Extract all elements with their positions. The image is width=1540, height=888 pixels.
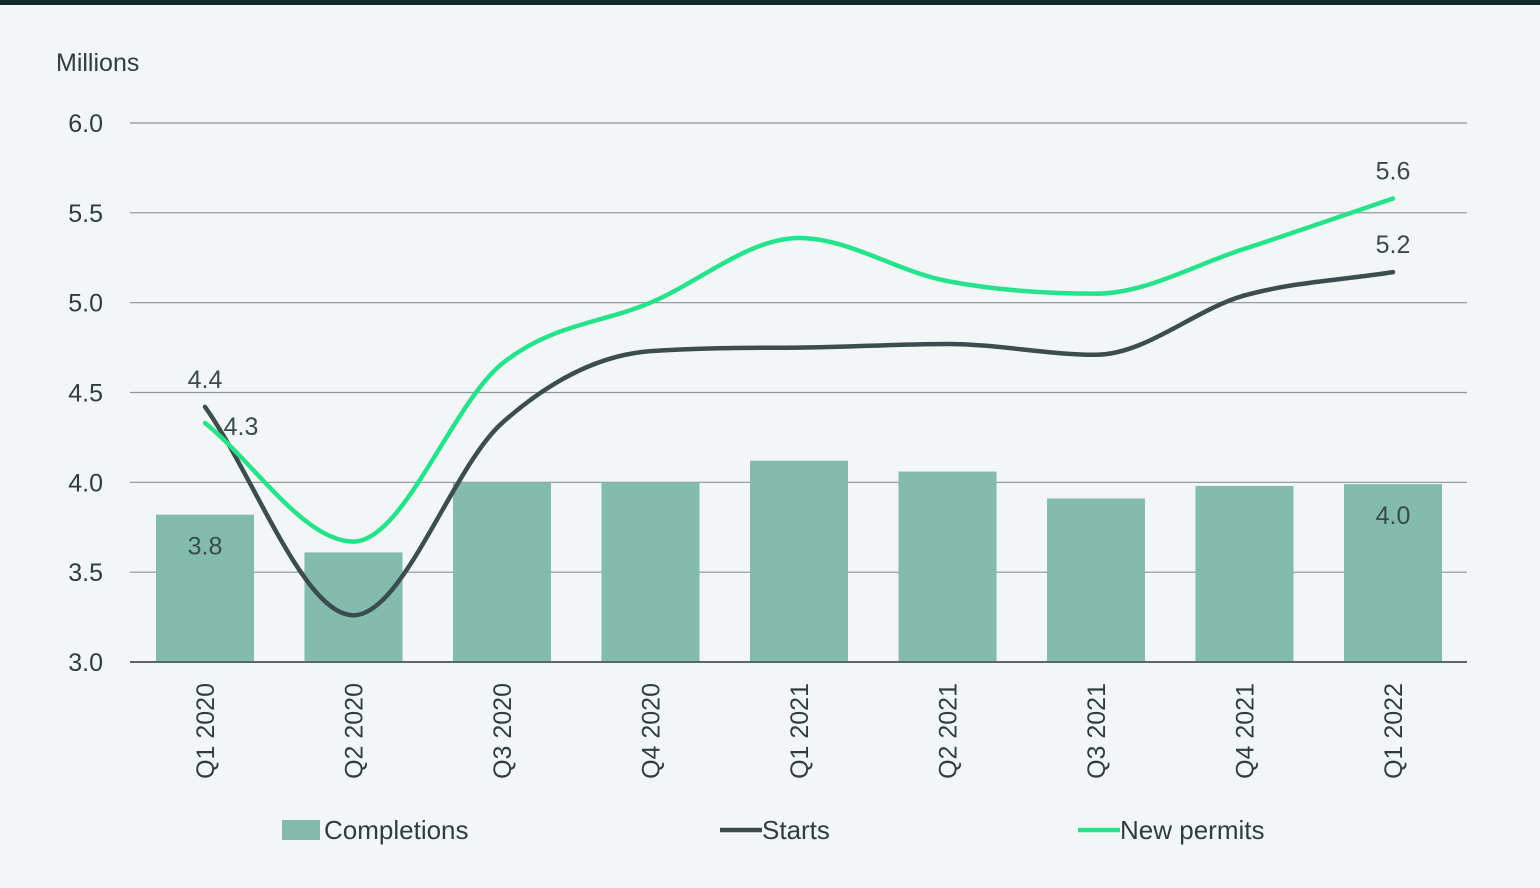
y-tick-label: 6.0 (68, 110, 103, 138)
y-tick-label: 4.5 (68, 380, 103, 408)
legend: Completions Starts New permits (282, 815, 1264, 845)
x-tick-label-q2-2020: Q2 2020 (341, 683, 369, 779)
y-tick-label: 4.0 (68, 469, 103, 497)
data-label-starts-q1-2020: 4.4 (188, 366, 223, 394)
x-axis-ticks: Q1 2020 Q2 2020 Q3 2020 Q4 2020 Q1 2021 Q2 20… (192, 683, 1408, 779)
top-border (0, 0, 1540, 5)
legend-label-completions: Completions (324, 815, 469, 845)
line-starts (202, 269, 1396, 618)
x-tick-label-q3-2020: Q3 2020 (489, 683, 517, 779)
completions-bars (130, 460, 1467, 663)
x-tick-label-q1-2021: Q1 2021 (786, 683, 814, 779)
bar-q1-2022 (1344, 484, 1442, 662)
legend-label-starts: Starts (762, 815, 830, 845)
x-tick-label-q4-2021: Q4 2021 (1232, 683, 1260, 779)
data-label-starts-q1-2022: 5.2 (1376, 231, 1411, 259)
x-tick-label-q2-2021: Q2 2021 (935, 683, 963, 779)
legend-swatch-completions (282, 820, 320, 840)
bar-q2-2021 (898, 471, 997, 662)
x-tick-label-q4-2020: Q4 2020 (638, 683, 666, 779)
y-tick-label: 5.5 (68, 200, 103, 228)
data-label-new-permits-q1-2020: 4.3 (224, 413, 259, 441)
bar-q4-2020 (601, 482, 700, 662)
bar-q3-2020 (453, 482, 551, 662)
x-tick-label-q1-2020: Q1 2020 (192, 683, 220, 779)
data-label-completions-q1-2022: 4.0 (1376, 502, 1411, 530)
y-unit-label: Millions (56, 49, 139, 77)
legend-label-new-permits: New permits (1120, 815, 1264, 845)
bar-q3-2021 (1047, 498, 1145, 662)
series-lines (202, 196, 1396, 618)
bar-q2-2020 (304, 552, 403, 662)
y-axis-ticks: 3.0 3.5 4.0 4.5 5.0 5.5 6.0 (68, 110, 103, 677)
x-tick-label-q1-2022: Q1 2022 (1380, 683, 1408, 779)
y-tick-label: 3.5 (68, 559, 103, 587)
y-tick-label: 5.0 (68, 290, 103, 318)
line-new-permits (202, 196, 1396, 544)
x-tick-label-q3-2021: Q3 2021 (1083, 683, 1111, 779)
y-tick-label: 3.0 (68, 649, 103, 677)
bar-q1-2021 (750, 460, 848, 662)
data-label-new-permits-q1-2022: 5.6 (1376, 157, 1411, 185)
bar-q1-2020 (156, 514, 254, 662)
data-labels: 3.8 4.0 4.4 5.2 4.3 5.6 (188, 157, 1411, 560)
data-label-completions-q1-2020: 3.8 (188, 533, 223, 561)
bar-q4-2021 (1195, 485, 1294, 662)
